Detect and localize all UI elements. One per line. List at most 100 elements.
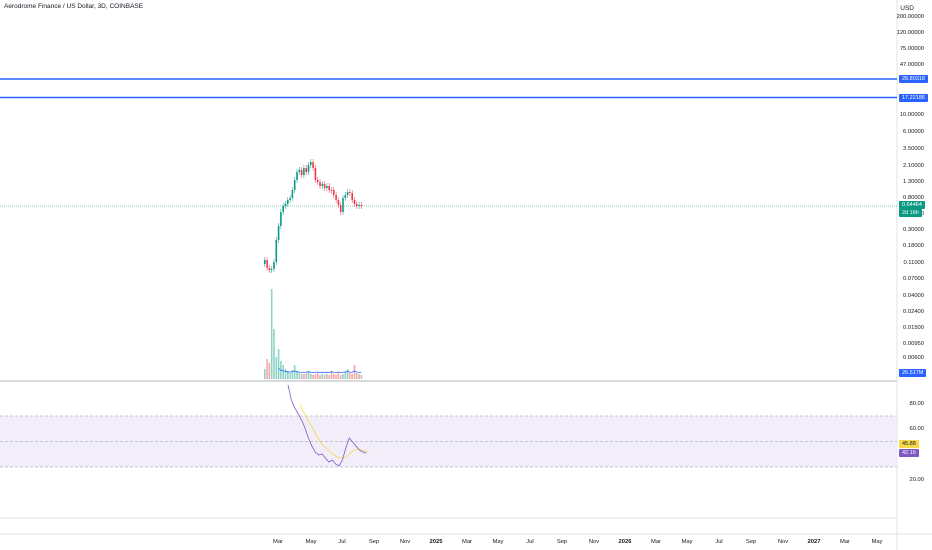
rsi-scale[interactable]: 80.00 60.00 20.00: [897, 383, 932, 518]
volume-bar: [305, 373, 307, 379]
volume-bar: [328, 375, 330, 379]
volume-bar: [356, 373, 358, 379]
price-tick-label: 10.00000: [899, 112, 924, 118]
candle-body: [273, 262, 275, 269]
candle-body: [314, 168, 317, 180]
time-tick-label: Jul: [715, 539, 723, 545]
last-price-tag: 0.64464: [899, 201, 925, 209]
volume-bar: [326, 374, 328, 379]
level-upper-tag: 28.80318: [899, 75, 928, 83]
time-tick-label: Sep: [556, 539, 568, 545]
volume-bar: [353, 365, 356, 379]
candle-body: [296, 172, 298, 180]
currency-label[interactable]: USD: [900, 5, 914, 12]
candle-body: [291, 190, 294, 198]
volume-bar: [346, 369, 349, 379]
time-tick-label: May: [492, 539, 504, 545]
volume-bar: [270, 289, 273, 379]
time-tick-label: Mar: [462, 539, 472, 545]
price-tick-label: 2.10000: [903, 163, 924, 169]
time-tick-label: Sep: [745, 539, 757, 545]
candle-body: [328, 186, 330, 190]
volume-bar: [264, 369, 266, 379]
volume-bar: [282, 365, 284, 379]
time-axis[interactable]: Mar May Jul Sep Nov 2025 Mar May Jul Sep Nov 2026 Ma…: [0, 534, 897, 550]
candle-body: [344, 195, 347, 198]
price-tick-label: 47.00000: [899, 62, 924, 68]
time-tick-label: Nov: [588, 539, 600, 545]
time-tick-label: Nov: [777, 539, 789, 545]
volume-bar: [307, 371, 310, 379]
rsi-tick-label: 60.00: [909, 426, 924, 432]
candle-body: [319, 182, 321, 186]
candle-body: [289, 198, 291, 200]
volume-bar: [335, 375, 337, 379]
volume-bar: [275, 357, 278, 379]
price-tick-label: 0.00950: [903, 341, 924, 347]
countdown-tag: 2d 16h: [899, 209, 922, 217]
candle-body: [287, 200, 289, 204]
time-tick-label: Jul: [338, 539, 346, 545]
price-tick-label: 6.00000: [903, 129, 924, 135]
candle-body: [323, 184, 326, 188]
volume-tag: 26.517M: [899, 369, 927, 377]
candle-body: [330, 190, 333, 191]
candle-body: [264, 260, 266, 264]
volume-bar: [293, 365, 296, 379]
volume-bar: [300, 374, 303, 379]
volume-bar: [342, 374, 344, 379]
time-tick-label: May: [681, 539, 693, 545]
time-tick-label: 2026: [618, 539, 632, 545]
volume-bar: [296, 371, 298, 379]
volume-bar: [339, 375, 342, 379]
candle-body: [266, 260, 268, 268]
volume-bar: [330, 371, 333, 379]
price-tick-label: 3.50000: [903, 146, 924, 152]
candle-body: [337, 200, 340, 205]
volume-bar: [351, 374, 353, 379]
volume-bar: [273, 329, 275, 379]
rsi-ma-tag: 45.88: [899, 440, 919, 448]
volume-bar: [287, 371, 289, 379]
candle-body: [312, 162, 314, 168]
price-tick-label: 75.00000: [899, 46, 924, 52]
time-tick-label: Mar: [651, 539, 661, 545]
candle-body: [293, 180, 296, 190]
candle-body: [346, 192, 349, 195]
volume-bar: [358, 374, 360, 379]
price-tick-label: 0.02400: [903, 309, 924, 315]
candle-body: [310, 162, 312, 165]
time-tick-label: May: [871, 539, 883, 545]
volume-bar: [319, 375, 321, 379]
price-tick-label: 0.00600: [903, 355, 924, 361]
candle-body: [358, 205, 360, 206]
candle-body: [300, 170, 303, 175]
time-tick-label: Mar: [840, 539, 850, 545]
price-tick-label: 0.11000: [903, 260, 924, 266]
candle-body: [351, 193, 353, 200]
volume-bar: [344, 372, 347, 379]
volume-bar: [316, 373, 319, 379]
time-tick-label: Nov: [399, 539, 411, 545]
candle-body: [333, 190, 335, 195]
candle-body: [342, 198, 344, 212]
rsi-tick-label: 80.00: [909, 401, 924, 407]
volume-bar: [298, 373, 301, 379]
symbol-title[interactable]: Aerodrome Finance / US Dollar, 3D, COINB…: [4, 3, 144, 10]
candle-body: [360, 205, 363, 206]
price-scale[interactable]: 200.00000120.0000075.0000047.0000029.000…: [897, 0, 932, 380]
price-tick-label: 0.04000: [903, 293, 924, 299]
candlesticks: [264, 159, 363, 273]
time-tick-label: Mar: [273, 539, 283, 545]
rsi-tick-label: 20.00: [909, 477, 924, 483]
candle-body: [270, 269, 273, 270]
volume-bar: [284, 369, 287, 379]
volume-bar: [349, 373, 351, 379]
candle-body: [282, 206, 284, 212]
volume-bar: [323, 375, 326, 379]
candle-body: [305, 168, 307, 172]
candle-body: [277, 226, 280, 240]
volume-bar: [291, 370, 294, 379]
